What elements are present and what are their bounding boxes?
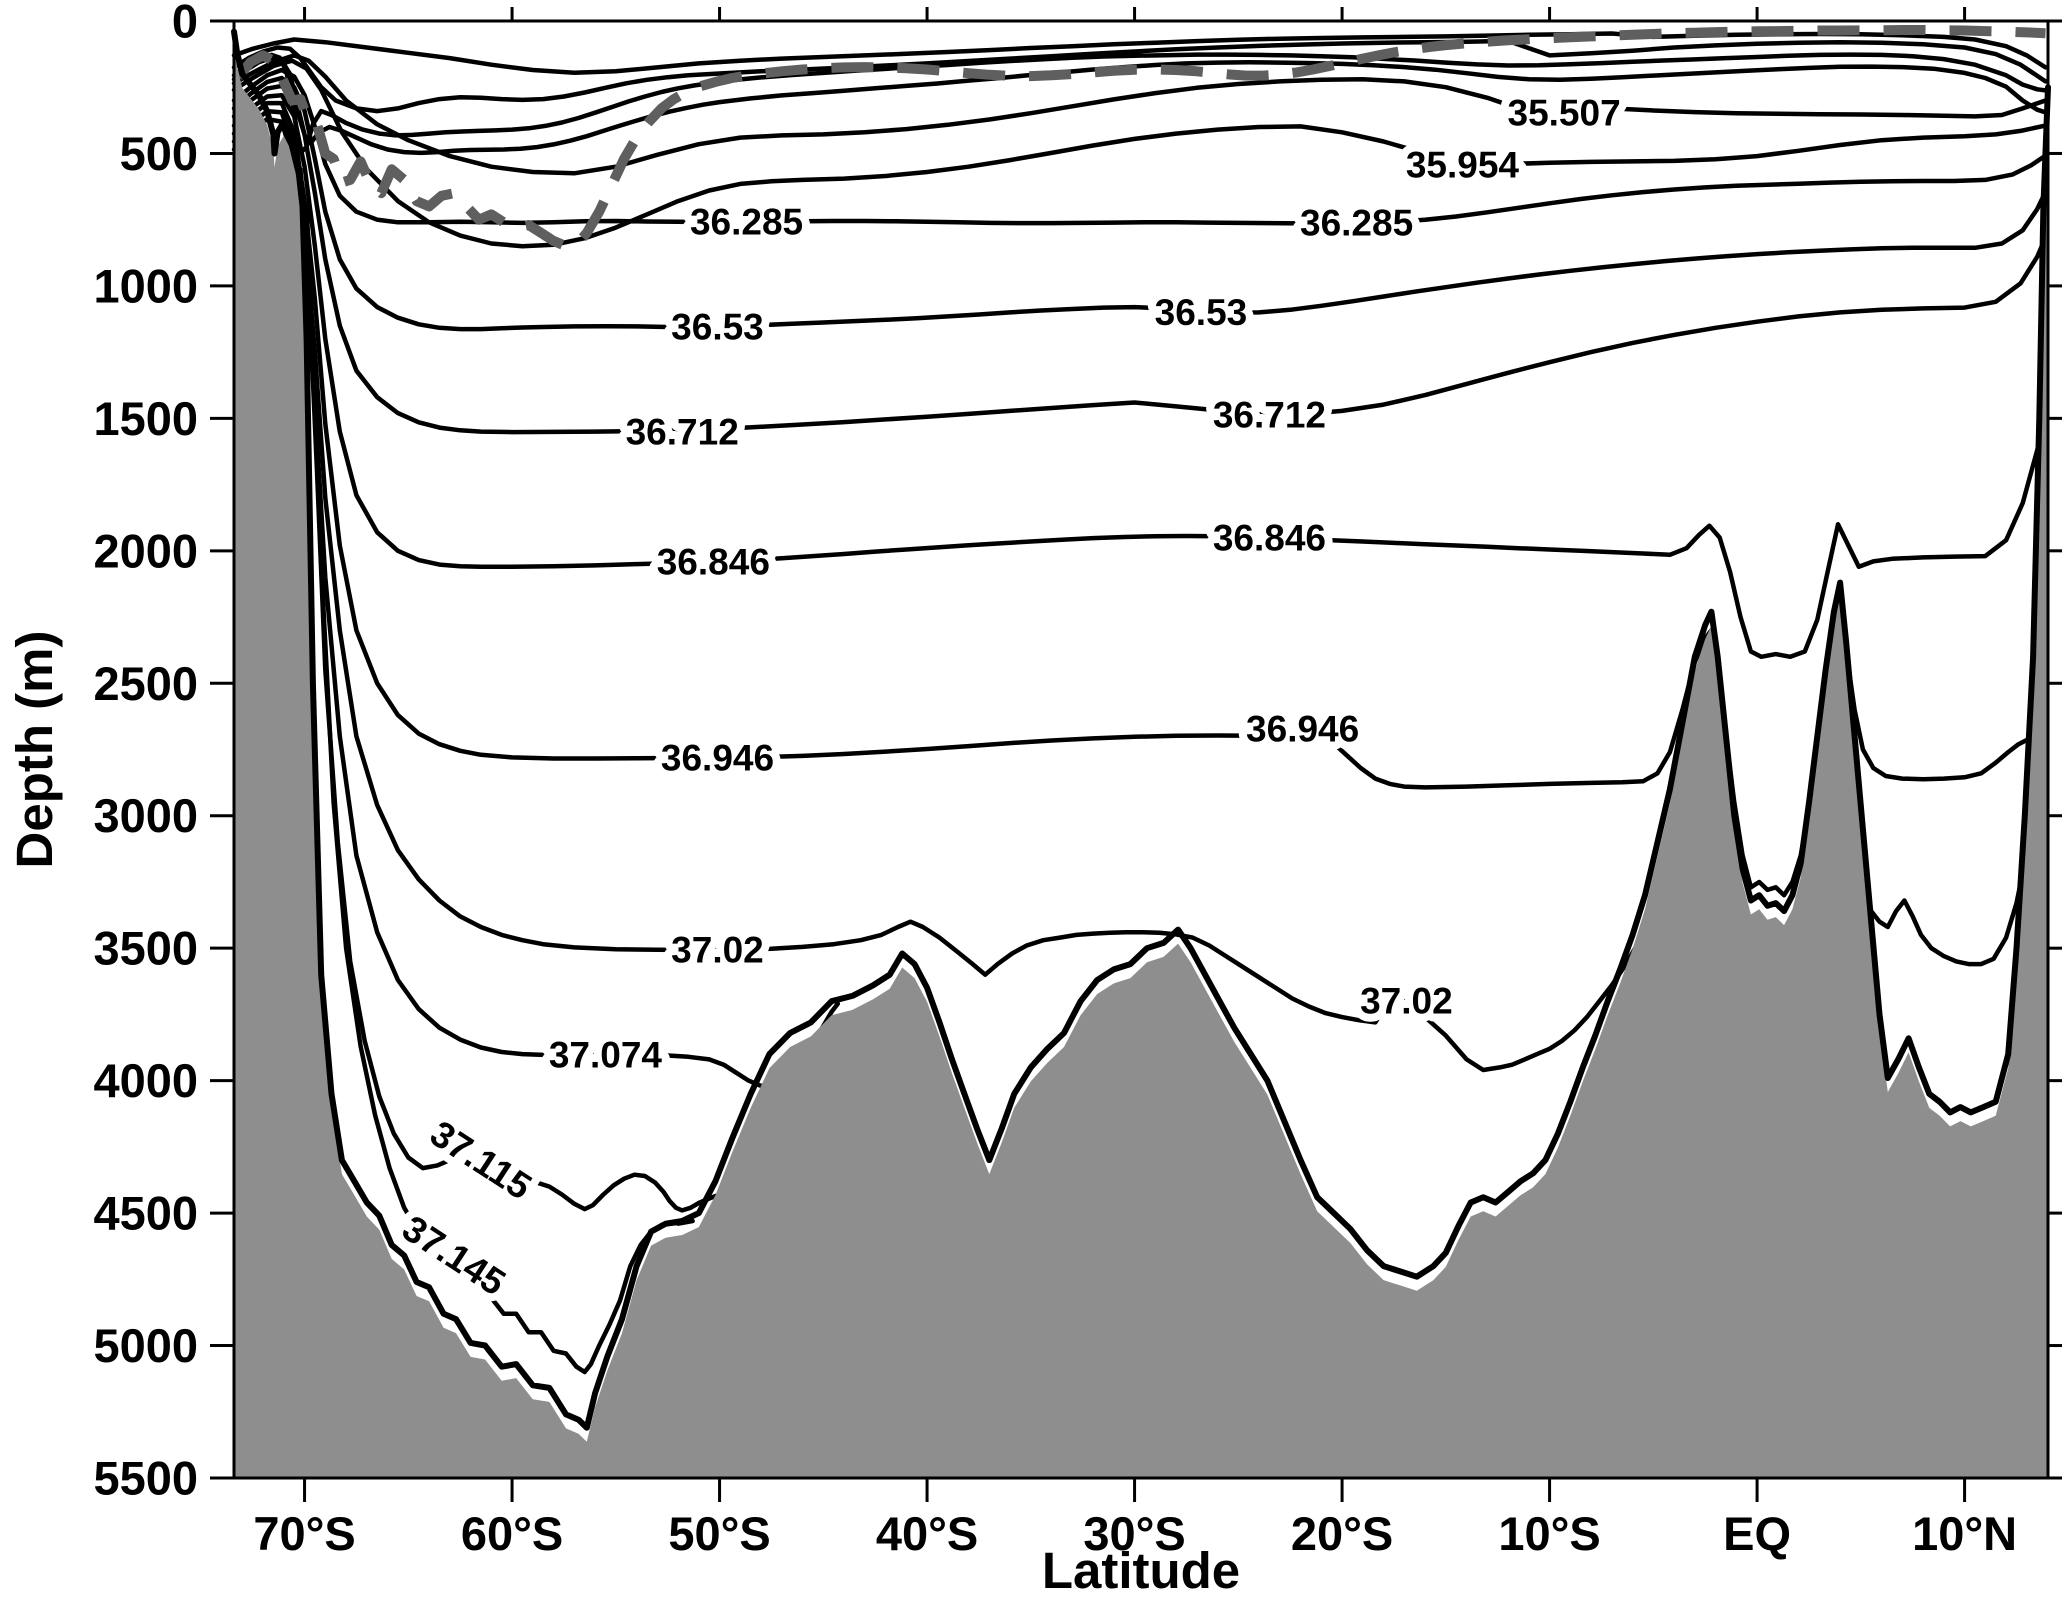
contour-line-35.954 bbox=[231, 58, 2048, 249]
x-tick-label: 60°S bbox=[461, 1507, 563, 1560]
y-tick-label: 3000 bbox=[93, 789, 198, 842]
contour-line-37.115 bbox=[298, 167, 762, 1213]
y-tick-label: 1000 bbox=[93, 259, 198, 312]
y-tick-label: 1500 bbox=[93, 392, 198, 445]
bathymetry-outline bbox=[231, 28, 2051, 1431]
contour-label-36.946: 36.946 bbox=[661, 737, 774, 778]
contour-line-36.53 bbox=[231, 75, 2048, 332]
contour-line-u4 bbox=[231, 55, 2048, 156]
contour-label-36.285: 36.285 bbox=[690, 202, 803, 243]
y-tick-label: 4500 bbox=[93, 1187, 198, 1240]
contour-line-35.507 bbox=[231, 53, 2048, 176]
contour-label-36.53: 36.53 bbox=[1155, 292, 1248, 333]
contour-line-36.712 bbox=[231, 83, 2048, 435]
plot-frame bbox=[232, 19, 2050, 1480]
contour-label-36.712: 36.712 bbox=[1213, 394, 1326, 435]
contour-line-36.846 bbox=[231, 92, 2048, 660]
contour-label-36.846: 36.846 bbox=[1213, 518, 1326, 559]
contour-line-37.02 bbox=[231, 108, 1671, 1073]
y-tick-label: 5000 bbox=[93, 1319, 198, 1372]
contour-label-36.846: 36.846 bbox=[657, 541, 770, 582]
contour-line-c3702b bbox=[1853, 824, 2038, 967]
x-tick-label: 10°S bbox=[1498, 1507, 1600, 1560]
contour-label-37.074: 37.074 bbox=[549, 1034, 663, 1075]
contour-label-37.02: 37.02 bbox=[1360, 981, 1453, 1022]
contour-label-35.507: 35.507 bbox=[1508, 92, 1621, 133]
contour-label-36.53: 36.53 bbox=[671, 306, 764, 347]
contour-label-36.285: 36.285 bbox=[1300, 202, 1413, 243]
x-tick-label: 40°S bbox=[876, 1507, 978, 1560]
y-tick-label: 5500 bbox=[93, 1452, 198, 1505]
x-tick-label: 20°S bbox=[1291, 1507, 1393, 1560]
contour-line-37.145 bbox=[304, 204, 695, 1375]
y-tick-label: 3500 bbox=[93, 922, 198, 975]
contour-label-37.02: 37.02 bbox=[671, 930, 764, 971]
y-tick-label: 500 bbox=[120, 127, 198, 180]
x-tick-label: 10°N bbox=[1912, 1507, 2017, 1560]
x-tick-label: 50°S bbox=[668, 1507, 770, 1560]
contour-line-36.285 bbox=[231, 67, 2048, 226]
y-tick-label: 0 bbox=[172, 0, 198, 48]
y-tick-label: 2500 bbox=[93, 657, 198, 710]
y-axis-title: Depth (m) bbox=[6, 631, 63, 869]
y-tick-label: 4000 bbox=[93, 1054, 198, 1107]
bathymetry-fill bbox=[234, 45, 2048, 1479]
contour-label-35.954: 35.954 bbox=[1406, 145, 1520, 186]
x-tick-label: 70°S bbox=[253, 1507, 355, 1560]
y-tick-label: 2000 bbox=[93, 524, 198, 577]
x-tick-label: EQ bbox=[1723, 1507, 1791, 1560]
x-tick-label: 30°S bbox=[1083, 1507, 1185, 1560]
contour-label-36.712: 36.712 bbox=[626, 411, 739, 452]
contour-label-36.946: 36.946 bbox=[1246, 708, 1359, 749]
dashed-isoline bbox=[234, 25, 2046, 252]
x-axis-title: Latitude bbox=[1042, 1542, 1240, 1599]
